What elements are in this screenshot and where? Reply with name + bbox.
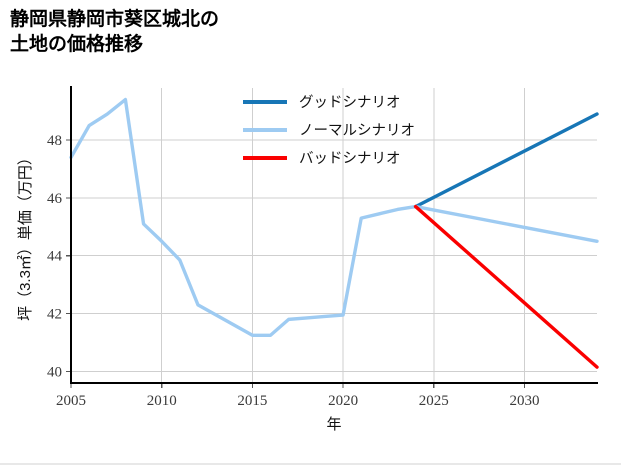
- x-tick-label: 2030: [509, 393, 539, 409]
- series-line-2: [413, 204, 599, 243]
- axis-titles: 年 坪（3.3㎡）単価（万円）: [17, 150, 342, 433]
- data-series: [69, 97, 599, 369]
- legend-label-0: グッドシナリオ: [299, 94, 401, 111]
- x-tick-label: 2025: [419, 393, 449, 409]
- series-line-3: [413, 204, 599, 369]
- series-line-1: [413, 112, 599, 209]
- x-tick-label: 2015: [237, 393, 267, 409]
- legend-label-2: バッドシナリオ: [299, 151, 401, 167]
- x-axis-tick-labels: 2005 2010 2015 2020 2025 2030: [56, 393, 539, 409]
- legend-label-1: ノーマルシナリオ: [299, 123, 415, 139]
- y-tick-label: 46: [47, 191, 63, 207]
- y-axis-tick-labels: 40 42 44 46 48: [47, 133, 63, 380]
- axis-spines: [69, 86, 598, 385]
- y-axis-title: 坪（3.3㎡）単価（万円）: [17, 150, 34, 321]
- x-axis-title: 年: [326, 416, 341, 433]
- x-tick-label: 2020: [328, 393, 358, 409]
- x-tick-label: 2005: [56, 393, 86, 409]
- x-tick-label: 2010: [147, 393, 177, 409]
- y-tick-label: 48: [47, 133, 62, 149]
- chart-title: 静岡県静岡市葵区城北の 土地の価格推移: [10, 9, 220, 55]
- y-tick-label: 42: [47, 307, 62, 323]
- series-line-0: [69, 97, 418, 337]
- y-tick-label: 44: [47, 249, 63, 265]
- y-tick-label: 40: [47, 364, 62, 380]
